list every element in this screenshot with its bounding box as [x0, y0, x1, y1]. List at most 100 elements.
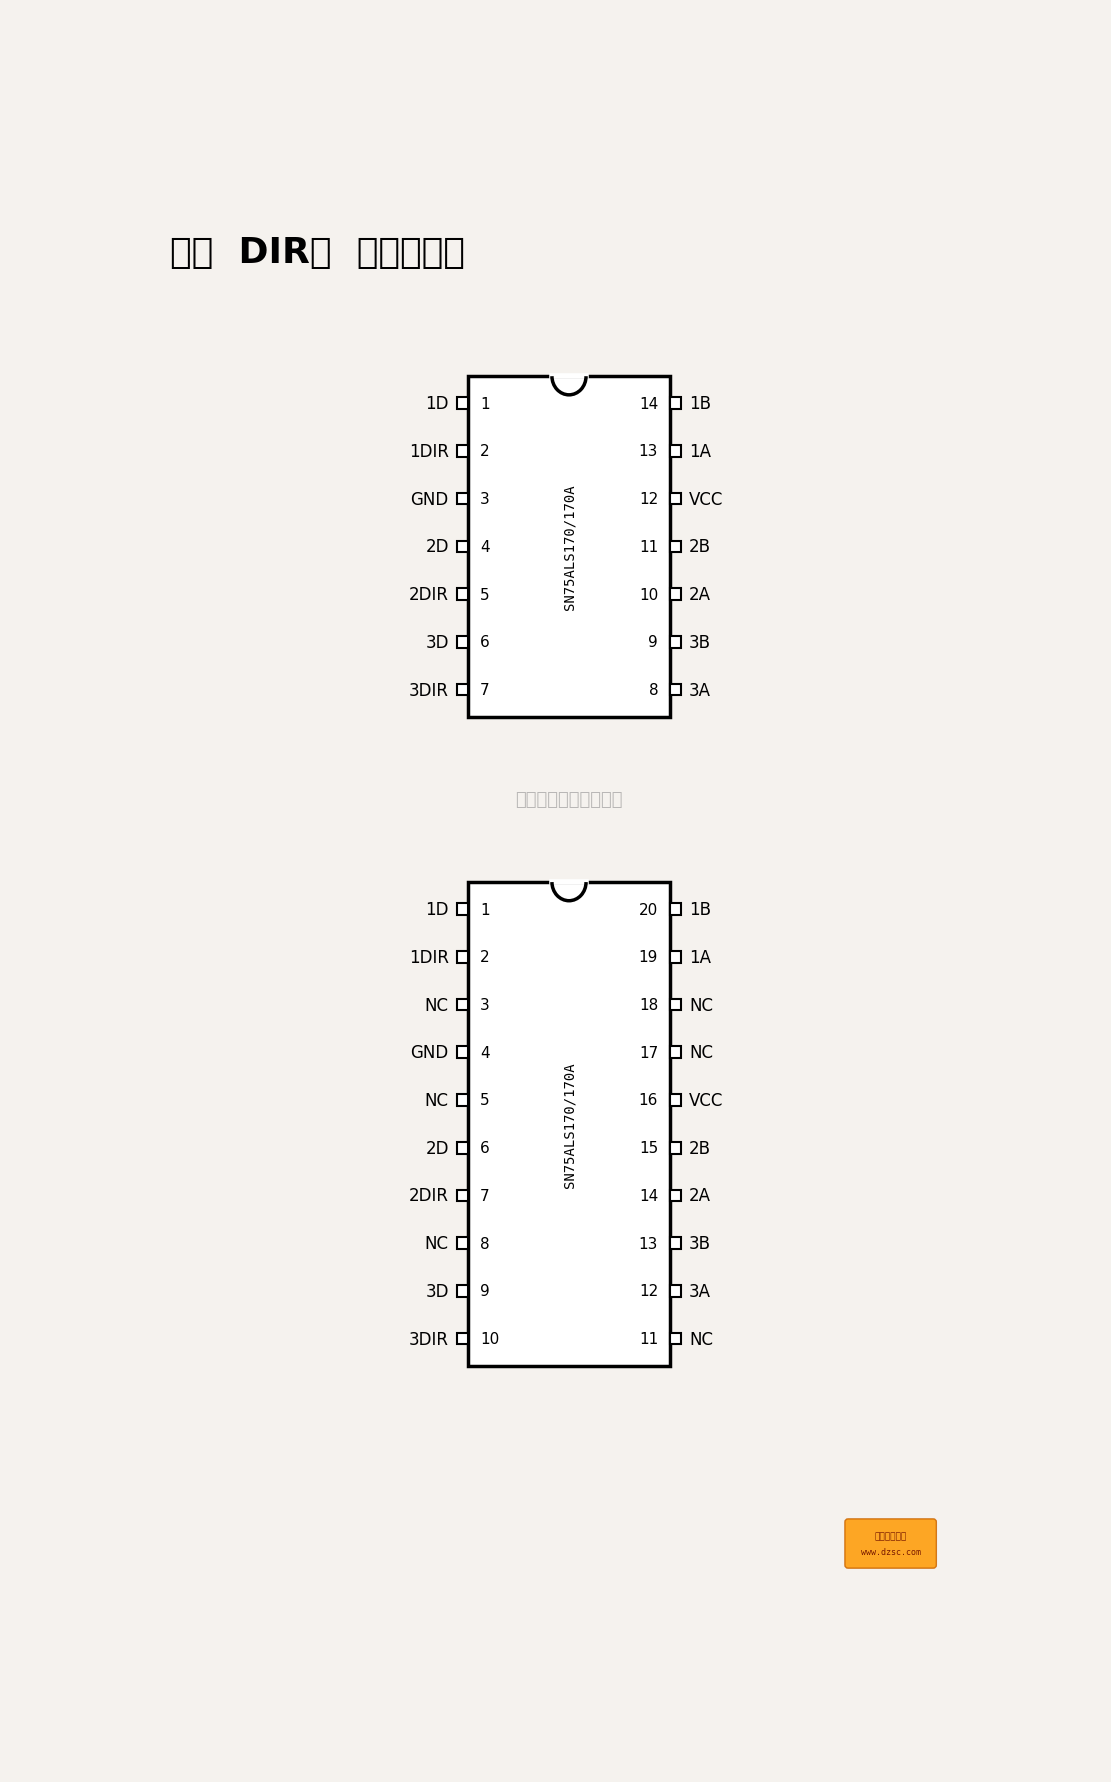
Bar — [670, 1285, 681, 1297]
Bar — [670, 590, 681, 601]
Bar — [457, 1333, 468, 1345]
Bar — [457, 952, 468, 962]
Bar — [670, 1094, 681, 1107]
Text: 2B: 2B — [689, 1139, 711, 1157]
Text: 2: 2 — [480, 950, 490, 964]
Text: 5: 5 — [480, 588, 490, 602]
Text: 2A: 2A — [689, 1187, 711, 1205]
Bar — [670, 636, 681, 649]
Text: 2D: 2D — [426, 538, 449, 556]
Text: 3A: 3A — [689, 1283, 711, 1301]
Text: 1D: 1D — [426, 396, 449, 413]
Text: 9: 9 — [649, 634, 658, 650]
Text: NC: NC — [689, 996, 713, 1014]
Text: 10: 10 — [639, 588, 658, 602]
Text: 3D: 3D — [426, 1283, 449, 1301]
Text: 3: 3 — [480, 492, 490, 506]
Text: 1: 1 — [480, 902, 490, 918]
Text: 1A: 1A — [689, 948, 711, 966]
Text: 7: 7 — [480, 683, 490, 699]
Text: NC: NC — [689, 1329, 713, 1347]
Text: 杭州将睹科技有限公司: 杭州将睹科技有限公司 — [516, 791, 623, 809]
Bar — [457, 903, 468, 916]
Text: 17: 17 — [639, 1046, 658, 1060]
Bar — [468, 882, 670, 1365]
Bar — [457, 1238, 468, 1249]
Text: 7: 7 — [480, 1189, 490, 1203]
Text: NC: NC — [424, 1091, 449, 1110]
Text: 9: 9 — [480, 1283, 490, 1299]
Text: 20: 20 — [639, 902, 658, 918]
Bar — [457, 446, 468, 458]
Text: 12: 12 — [639, 1283, 658, 1299]
Text: 2A: 2A — [689, 586, 711, 604]
Text: 8: 8 — [480, 1237, 490, 1251]
Text: NC: NC — [689, 1044, 713, 1062]
Bar — [457, 1046, 468, 1059]
Bar — [670, 494, 681, 504]
Bar — [468, 378, 670, 716]
Bar — [670, 1046, 681, 1059]
Text: 13: 13 — [639, 1237, 658, 1251]
Text: 14: 14 — [639, 396, 658, 412]
Text: 14: 14 — [639, 1189, 658, 1203]
Bar — [457, 1190, 468, 1201]
Bar — [457, 1000, 468, 1010]
Text: 1A: 1A — [689, 442, 711, 460]
FancyBboxPatch shape — [844, 1518, 937, 1568]
Bar — [457, 636, 468, 649]
Bar — [670, 1190, 681, 1201]
Text: 4: 4 — [480, 1046, 490, 1060]
Text: 2D: 2D — [426, 1139, 449, 1157]
Bar — [670, 397, 681, 410]
Bar — [670, 952, 681, 962]
Bar — [457, 494, 468, 504]
Text: 13: 13 — [639, 444, 658, 460]
Text: GND: GND — [411, 1044, 449, 1062]
Bar — [457, 590, 468, 601]
Bar — [670, 1142, 681, 1155]
Text: 6: 6 — [480, 634, 490, 650]
Bar — [670, 903, 681, 916]
Bar — [670, 446, 681, 458]
Text: 1B: 1B — [689, 396, 711, 413]
Text: SN75ALS170/170A: SN75ALS170/170A — [562, 1062, 575, 1187]
Text: 11: 11 — [639, 540, 658, 554]
Bar — [670, 542, 681, 552]
Text: 10: 10 — [480, 1331, 499, 1347]
Text: 1B: 1B — [689, 900, 711, 918]
Text: VCC: VCC — [689, 490, 723, 508]
Text: 入；  DIR：  允许信号。: 入； DIR： 允许信号。 — [170, 235, 464, 269]
Bar — [457, 1142, 468, 1155]
Text: 18: 18 — [639, 998, 658, 1012]
Text: 3B: 3B — [689, 633, 711, 652]
Text: 16: 16 — [639, 1092, 658, 1108]
Bar — [457, 684, 468, 697]
Text: 1DIR: 1DIR — [409, 442, 449, 460]
Bar — [457, 1094, 468, 1107]
Text: 8: 8 — [649, 683, 658, 699]
Text: 2B: 2B — [689, 538, 711, 556]
Text: 3: 3 — [480, 998, 490, 1012]
Text: 1D: 1D — [426, 900, 449, 918]
Text: NC: NC — [424, 1235, 449, 1253]
Text: 19: 19 — [639, 950, 658, 964]
Bar — [670, 1238, 681, 1249]
Text: 2DIR: 2DIR — [409, 1187, 449, 1205]
Text: 12: 12 — [639, 492, 658, 506]
Bar — [670, 1000, 681, 1010]
Bar — [457, 1285, 468, 1297]
Text: 11: 11 — [639, 1331, 658, 1347]
Text: 6: 6 — [480, 1140, 490, 1155]
Text: 3D: 3D — [426, 633, 449, 652]
Bar — [457, 397, 468, 410]
Text: 2DIR: 2DIR — [409, 586, 449, 604]
Bar — [670, 684, 681, 697]
Text: 3DIR: 3DIR — [409, 681, 449, 699]
Text: 维库电子市场: 维库电子市场 — [874, 1531, 907, 1540]
Text: VCC: VCC — [689, 1091, 723, 1110]
Text: 5: 5 — [480, 1092, 490, 1108]
Text: 1DIR: 1DIR — [409, 948, 449, 966]
Text: 3A: 3A — [689, 681, 711, 699]
Text: 1: 1 — [480, 396, 490, 412]
